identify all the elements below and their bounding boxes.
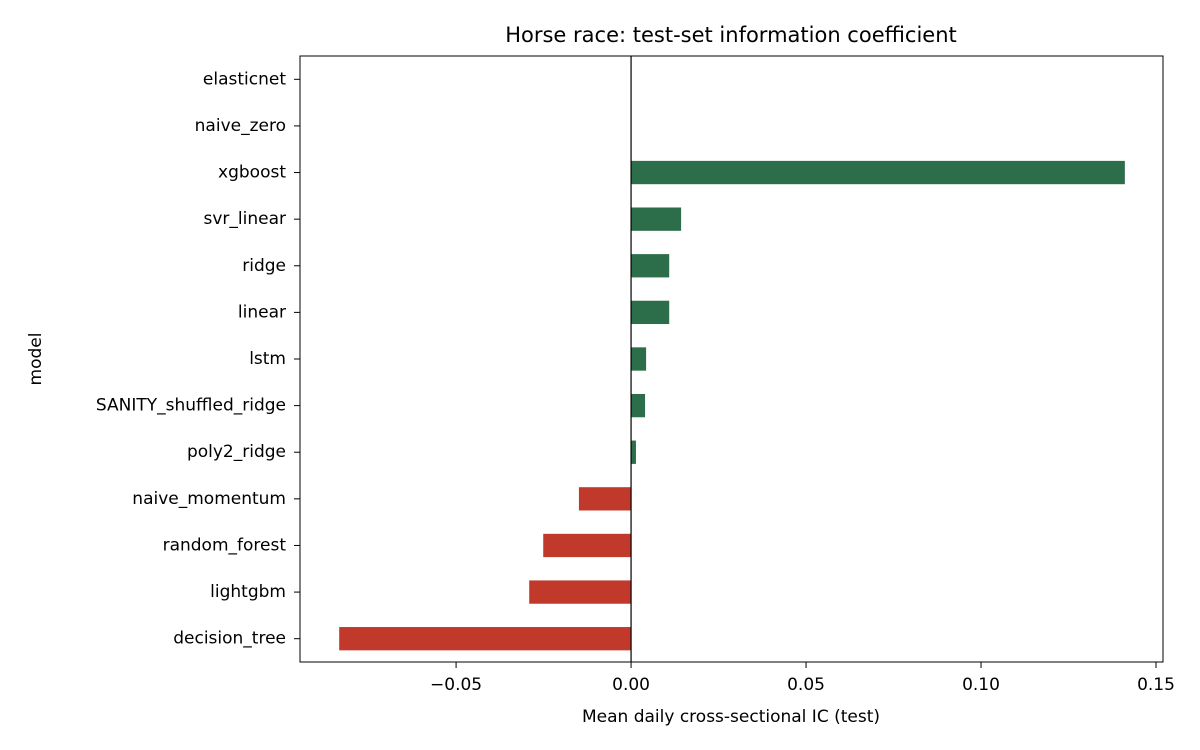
bar (543, 533, 632, 558)
plot-frame (299, 55, 1164, 663)
bar (631, 160, 1125, 185)
x-tick-label: 0.05 (787, 675, 825, 695)
x-tick-label: 0.15 (1137, 675, 1175, 695)
bar (631, 347, 647, 371)
y-tick-label: decision_tree (173, 629, 286, 649)
y-tick-label: linear (238, 302, 286, 322)
bar (339, 627, 632, 651)
chart-title: Horse race: test-set information coeffic… (505, 23, 957, 47)
y-tick-label: lstm (249, 349, 286, 369)
y-tick-label: svr_linear (204, 209, 287, 229)
bar (529, 580, 632, 604)
bar (631, 393, 646, 418)
y-tick-label: naive_zero (195, 116, 286, 136)
y-tick-label: SANITY_shuffled_ridge (96, 396, 286, 416)
y-tick-label: elasticnet (203, 69, 286, 89)
bar (631, 207, 682, 231)
bar (631, 254, 670, 278)
x-tick-label: 0.10 (962, 675, 1000, 695)
y-tick-label: random_forest (163, 535, 287, 555)
y-tick-label: poly2_ridge (187, 442, 286, 462)
x-tick-label: 0.00 (612, 675, 650, 695)
y-tick-label: naive_momentum (132, 489, 286, 509)
bar (631, 440, 636, 464)
y-tick-label: lightgbm (210, 582, 286, 602)
y-tick-label: ridge (242, 256, 286, 276)
y-tick-label: xgboost (218, 163, 286, 183)
x-tick-label: −0.05 (430, 675, 482, 695)
y-axis-label: model (26, 333, 46, 386)
bar (631, 300, 670, 325)
x-axis-label: Mean daily cross-sectional IC (test) (582, 707, 880, 727)
bar (578, 487, 632, 511)
